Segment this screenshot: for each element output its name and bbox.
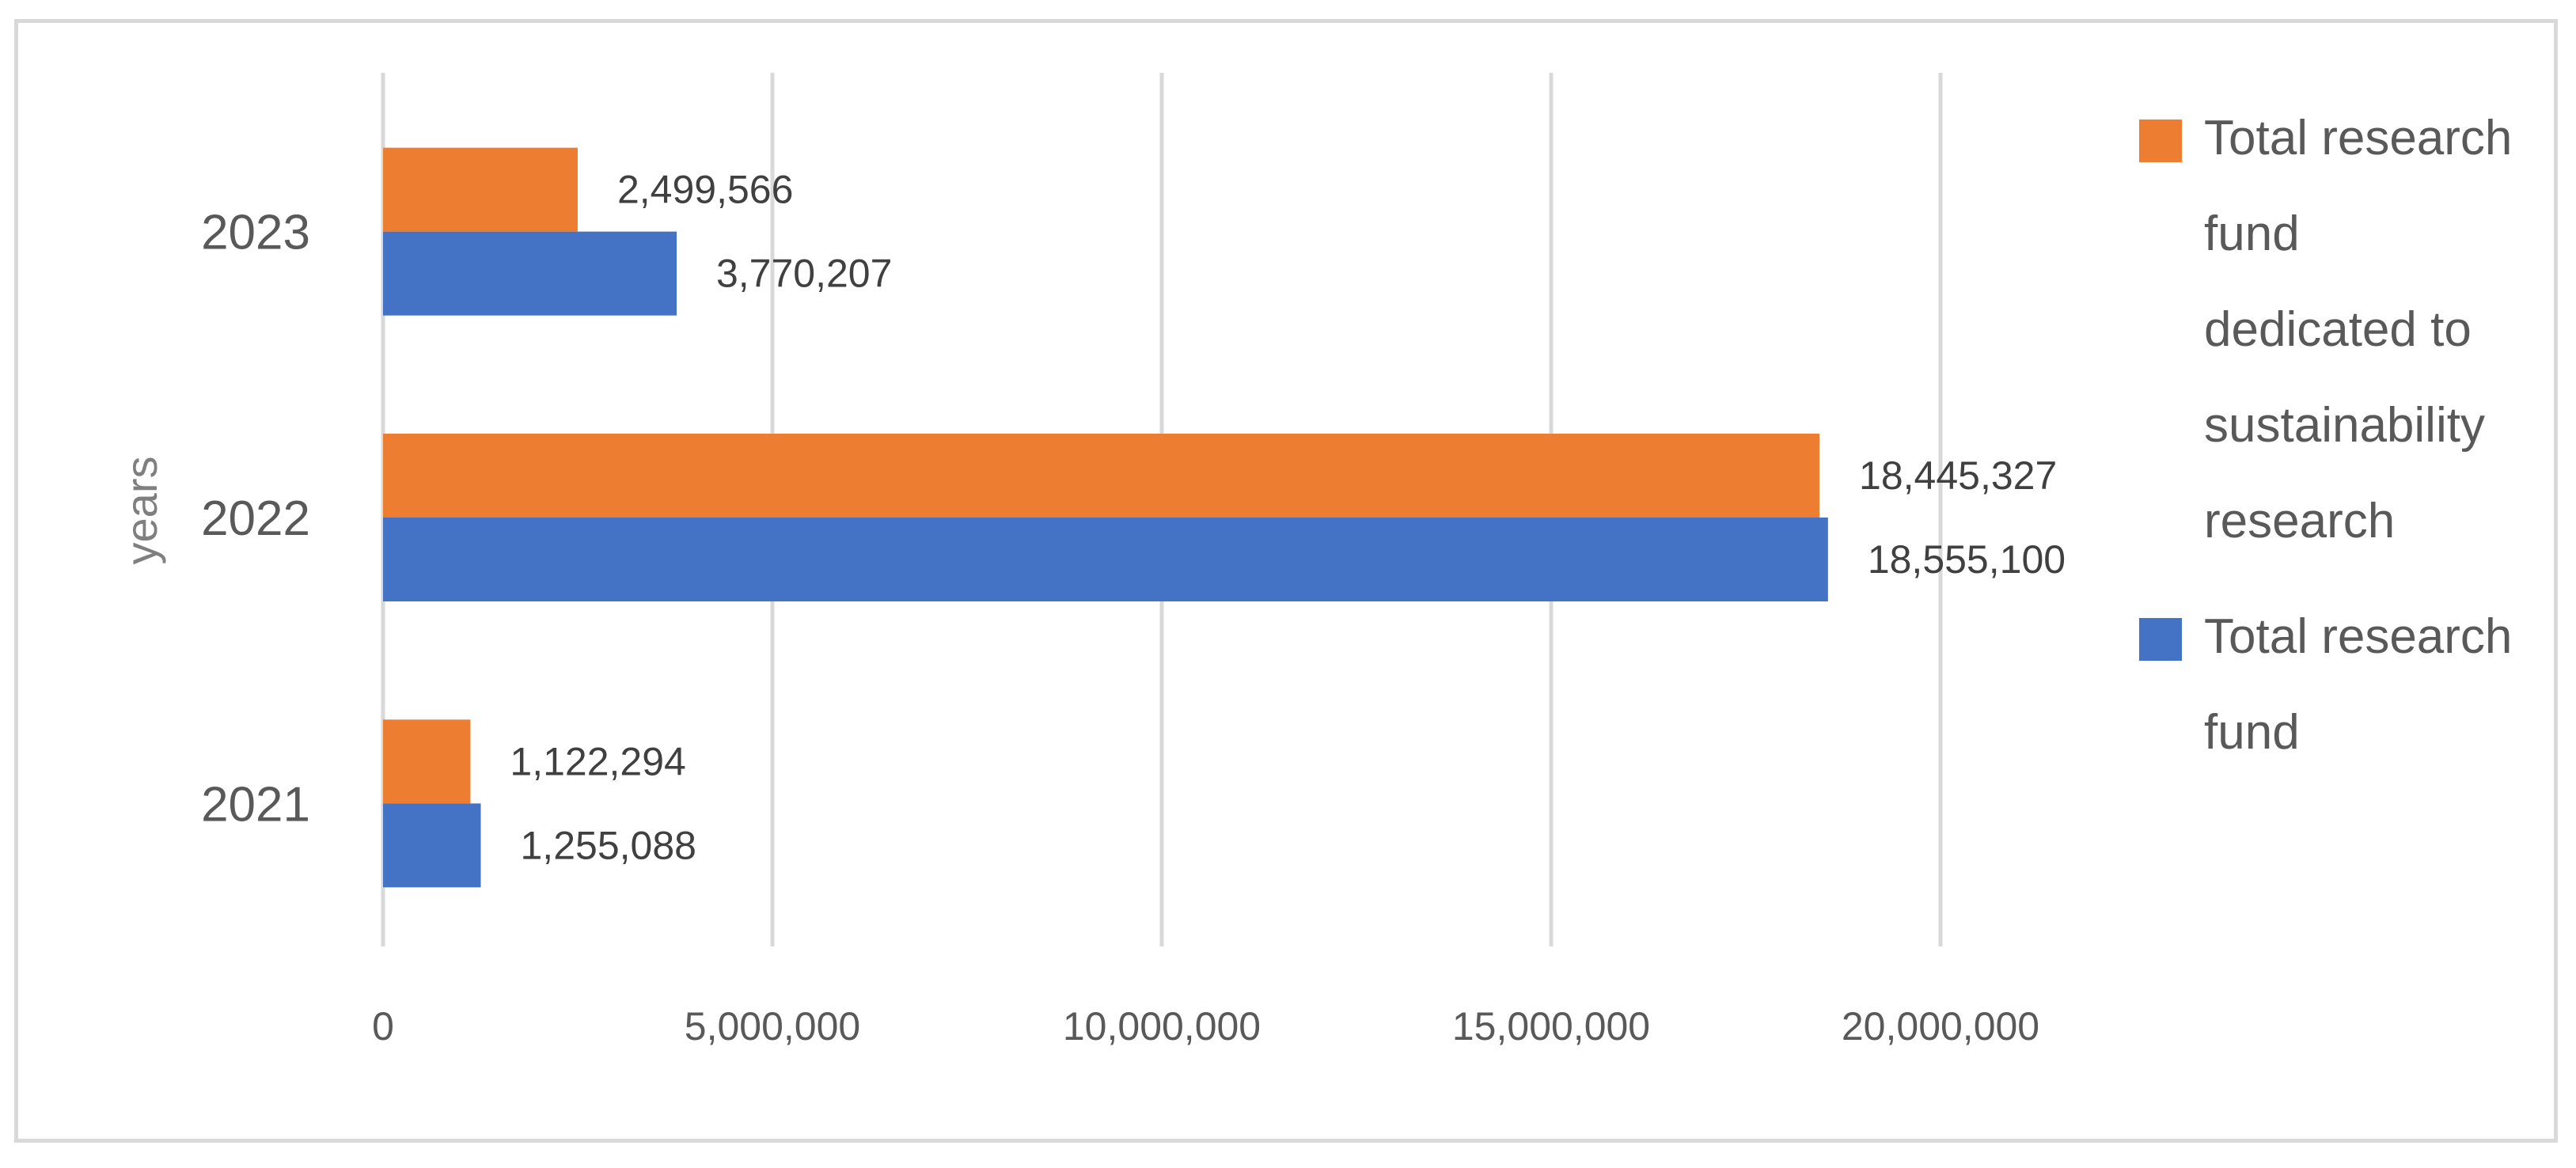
bars: [383, 147, 1828, 888]
x-tick-label: 5,000,000: [685, 1004, 860, 1049]
y-axis-title: years: [116, 457, 166, 565]
legend-label: sustainability: [2204, 398, 2485, 453]
data-label: 2,499,566: [617, 168, 793, 212]
x-tick-label: 0: [372, 1004, 394, 1049]
y-category-label: 2022: [201, 491, 310, 546]
data-label: 1,255,088: [521, 823, 696, 867]
data-label: 18,445,327: [1859, 453, 2057, 498]
legend-label: research: [2204, 494, 2395, 548]
bar: [383, 231, 677, 316]
legend-swatch: [2139, 618, 2182, 661]
data-label: 18,555,100: [1868, 537, 2066, 582]
x-tick-label: 20,000,000: [1842, 1004, 2039, 1049]
bar: [383, 147, 578, 232]
x-axis-ticks: 0 5,000,000 10,000,000 15,000,000 20,000,000: [372, 1004, 2039, 1049]
bar: [383, 518, 1828, 601]
data-label: 3,770,207: [716, 252, 892, 296]
legend-label: fund: [2204, 207, 2300, 261]
y-category-label: 2021: [201, 777, 310, 832]
y-axis-categories: 2021 2022 2023: [201, 206, 310, 832]
bar: [383, 434, 1820, 518]
legend-swatch: [2139, 119, 2182, 162]
legend-label: Total research: [2204, 111, 2512, 165]
y-category-label: 2023: [201, 206, 310, 260]
bar: [383, 719, 471, 804]
x-tick-label: 15,000,000: [1452, 1004, 1650, 1049]
legend-label: fund: [2204, 705, 2300, 760]
data-label: 1,122,294: [510, 739, 685, 783]
x-tick-label: 10,000,000: [1063, 1004, 1261, 1049]
legend-label: Total research: [2204, 609, 2512, 664]
legend-label: dedicated to: [2204, 302, 2472, 357]
legend: Total research fund dedicated to sustainabi…: [2139, 111, 2512, 760]
data-labels: 1,122,294 1,255,088 18,445,327 18,555,100 2,…: [510, 168, 2066, 868]
bar: [383, 803, 481, 888]
